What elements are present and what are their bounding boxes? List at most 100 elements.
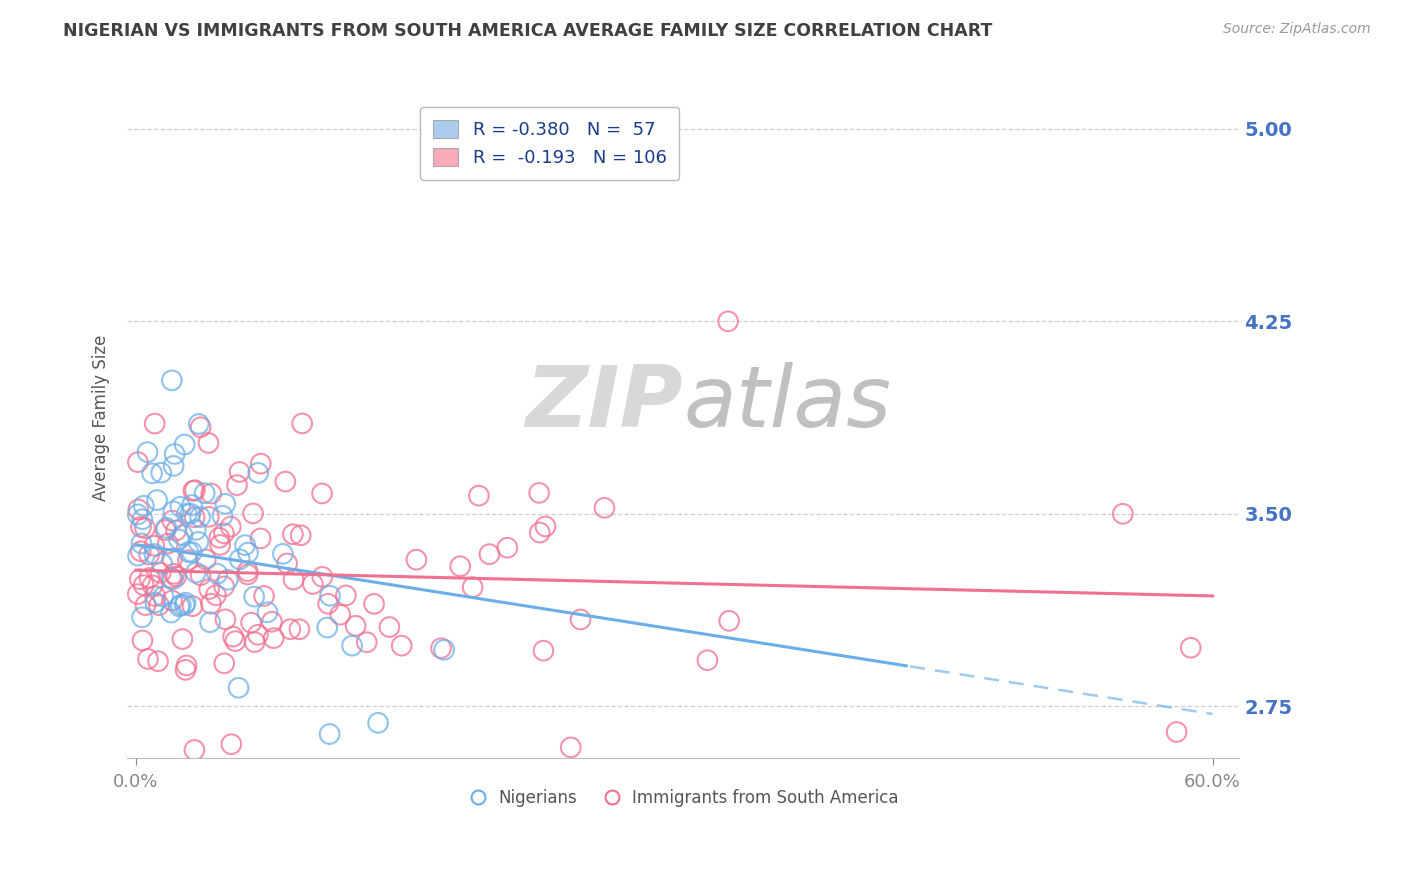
Point bbox=[1166, 725, 1188, 739]
Point bbox=[291, 417, 314, 431]
Point bbox=[134, 598, 156, 612]
Point bbox=[249, 532, 271, 546]
Point bbox=[302, 577, 325, 591]
Point bbox=[278, 622, 301, 636]
Point bbox=[184, 566, 207, 580]
Point bbox=[127, 508, 149, 522]
Point bbox=[276, 557, 298, 571]
Point bbox=[160, 606, 183, 620]
Text: ZIP: ZIP bbox=[526, 362, 683, 445]
Point bbox=[143, 547, 166, 561]
Point bbox=[356, 635, 378, 649]
Point bbox=[290, 528, 312, 542]
Point bbox=[177, 545, 200, 559]
Point bbox=[183, 510, 205, 524]
Point bbox=[221, 737, 243, 751]
Point bbox=[560, 740, 582, 755]
Point bbox=[127, 455, 149, 469]
Point bbox=[593, 500, 616, 515]
Point bbox=[149, 566, 172, 580]
Point bbox=[335, 589, 357, 603]
Point bbox=[156, 536, 179, 550]
Point bbox=[236, 546, 259, 560]
Point bbox=[240, 615, 263, 630]
Point bbox=[391, 639, 413, 653]
Point bbox=[533, 643, 555, 657]
Text: atlas: atlas bbox=[683, 362, 891, 445]
Point bbox=[184, 523, 207, 537]
Point bbox=[316, 620, 339, 634]
Point bbox=[217, 573, 239, 587]
Point bbox=[181, 599, 204, 614]
Point bbox=[378, 620, 401, 634]
Point bbox=[198, 615, 221, 630]
Point bbox=[311, 570, 333, 584]
Point bbox=[214, 497, 236, 511]
Point bbox=[172, 632, 194, 646]
Point bbox=[138, 571, 160, 585]
Point bbox=[188, 510, 211, 524]
Point bbox=[529, 525, 551, 540]
Point bbox=[405, 552, 427, 566]
Point bbox=[170, 598, 193, 612]
Point bbox=[163, 447, 186, 461]
Point bbox=[200, 597, 222, 611]
Point bbox=[138, 548, 160, 562]
Point bbox=[183, 483, 205, 498]
Point bbox=[155, 521, 177, 535]
Point bbox=[143, 589, 166, 603]
Point bbox=[534, 519, 557, 533]
Point bbox=[316, 597, 339, 611]
Point bbox=[344, 619, 367, 633]
Point bbox=[132, 499, 155, 513]
Point bbox=[219, 519, 242, 533]
Point bbox=[127, 587, 149, 601]
Point bbox=[167, 599, 190, 614]
Point bbox=[527, 486, 550, 500]
Point bbox=[176, 658, 198, 673]
Point bbox=[150, 466, 173, 480]
Point bbox=[162, 572, 184, 586]
Point bbox=[212, 526, 235, 541]
Point bbox=[194, 552, 217, 566]
Point bbox=[146, 493, 169, 508]
Point bbox=[229, 552, 252, 566]
Point bbox=[200, 486, 222, 500]
Point bbox=[129, 520, 152, 534]
Point bbox=[222, 630, 245, 644]
Point bbox=[274, 475, 297, 489]
Point bbox=[136, 445, 159, 459]
Point bbox=[198, 582, 221, 596]
Point bbox=[319, 589, 342, 603]
Point bbox=[236, 564, 259, 578]
Point bbox=[183, 743, 205, 757]
Point bbox=[430, 641, 453, 656]
Point bbox=[131, 633, 153, 648]
Point bbox=[1180, 640, 1202, 655]
Point bbox=[181, 498, 204, 512]
Point bbox=[177, 553, 200, 567]
Point bbox=[283, 573, 305, 587]
Point bbox=[329, 607, 352, 622]
Point bbox=[224, 634, 246, 648]
Point bbox=[281, 527, 304, 541]
Point bbox=[127, 502, 149, 516]
Point bbox=[253, 589, 276, 603]
Point bbox=[162, 514, 184, 528]
Point bbox=[569, 612, 592, 626]
Point bbox=[174, 596, 197, 610]
Point bbox=[249, 457, 271, 471]
Point bbox=[246, 628, 269, 642]
Point bbox=[449, 559, 471, 574]
Point bbox=[318, 727, 340, 741]
Point bbox=[367, 715, 389, 730]
Point bbox=[163, 566, 186, 581]
Text: Source: ZipAtlas.com: Source: ZipAtlas.com bbox=[1223, 22, 1371, 37]
Point bbox=[496, 541, 519, 555]
Point bbox=[311, 486, 333, 500]
Point bbox=[197, 436, 219, 450]
Point bbox=[165, 524, 187, 538]
Point bbox=[233, 538, 256, 552]
Point bbox=[165, 569, 187, 583]
Point bbox=[717, 314, 740, 328]
